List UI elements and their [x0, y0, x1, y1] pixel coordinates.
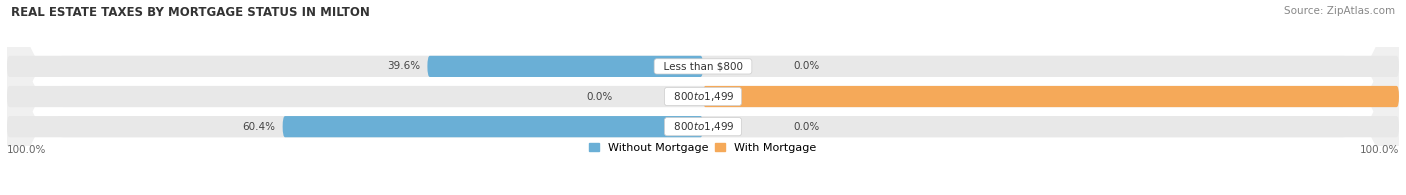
Text: Source: ZipAtlas.com: Source: ZipAtlas.com — [1284, 6, 1395, 16]
FancyBboxPatch shape — [7, 0, 1399, 195]
FancyBboxPatch shape — [283, 116, 703, 137]
FancyBboxPatch shape — [703, 86, 1399, 107]
Text: 60.4%: 60.4% — [243, 122, 276, 132]
FancyBboxPatch shape — [7, 86, 1399, 107]
FancyBboxPatch shape — [7, 116, 1399, 137]
Text: 100.0%: 100.0% — [1360, 145, 1399, 155]
Text: $800 to $1,499: $800 to $1,499 — [666, 120, 740, 133]
Text: $800 to $1,499: $800 to $1,499 — [666, 90, 740, 103]
FancyBboxPatch shape — [7, 56, 1399, 77]
FancyBboxPatch shape — [7, 0, 1399, 195]
Text: REAL ESTATE TAXES BY MORTGAGE STATUS IN MILTON: REAL ESTATE TAXES BY MORTGAGE STATUS IN … — [11, 6, 370, 19]
Text: Less than $800: Less than $800 — [657, 61, 749, 71]
FancyBboxPatch shape — [7, 0, 1399, 195]
Text: 39.6%: 39.6% — [387, 61, 420, 71]
Legend: Without Mortgage, With Mortgage: Without Mortgage, With Mortgage — [589, 143, 817, 153]
Text: 0.0%: 0.0% — [586, 91, 613, 102]
Text: 100.0%: 100.0% — [7, 145, 46, 155]
Text: 0.0%: 0.0% — [793, 61, 820, 71]
Text: 0.0%: 0.0% — [793, 122, 820, 132]
FancyBboxPatch shape — [427, 56, 703, 77]
